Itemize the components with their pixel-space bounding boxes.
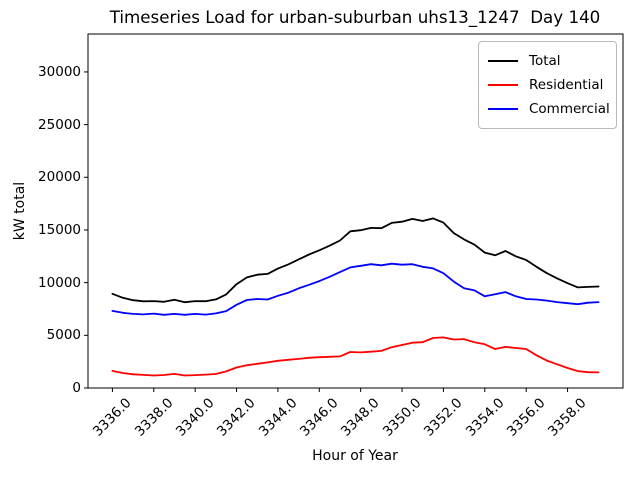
- legend-item-total: Total: [488, 49, 607, 73]
- legend-item-residential: Residential: [488, 73, 607, 97]
- legend-label-residential: Residential: [529, 77, 604, 93]
- commercial-line: [111, 262, 600, 316]
- total-line-sample: [488, 60, 518, 62]
- y-tick-label: 15000: [38, 221, 81, 238]
- axes-spines: [87, 33, 624, 389]
- y-tick-label: 30000: [38, 63, 81, 80]
- x-axis-label: Hour of Year: [312, 448, 398, 464]
- residential-line-sample: [488, 84, 518, 86]
- y-tick-label: 25000: [38, 116, 81, 133]
- y-tick-label: 20000: [38, 169, 81, 186]
- legend-label-commercial: Commercial: [529, 101, 610, 117]
- legend-item-commercial: Commercial: [488, 97, 610, 121]
- y-tick-label: 5000: [46, 327, 81, 344]
- commercial-line-sample: [488, 108, 518, 110]
- chart-title: Timeseries Load for urban-suburban uhs13…: [109, 7, 601, 27]
- residential-line: [111, 336, 600, 377]
- total-line: [111, 217, 600, 304]
- y-tick-label: 0: [72, 380, 81, 396]
- y-tick-label: 10000: [38, 274, 81, 291]
- legend-label-total: Total: [529, 53, 561, 69]
- legend: Total Residential Commercial: [478, 41, 617, 129]
